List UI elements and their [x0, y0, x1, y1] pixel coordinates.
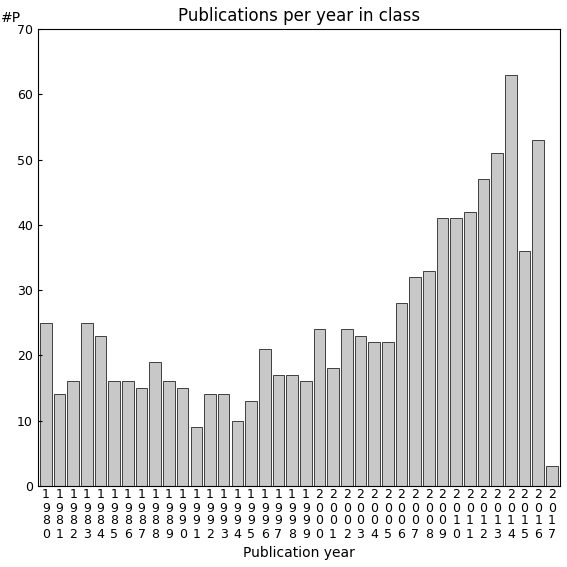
- Bar: [54, 395, 65, 486]
- Bar: [122, 382, 134, 486]
- Bar: [505, 75, 517, 486]
- X-axis label: Publication year: Publication year: [243, 546, 355, 560]
- Bar: [81, 323, 93, 486]
- Bar: [327, 369, 339, 486]
- Bar: [259, 349, 270, 486]
- Bar: [204, 395, 216, 486]
- Bar: [67, 382, 79, 486]
- Bar: [286, 375, 298, 486]
- Bar: [300, 382, 311, 486]
- Bar: [314, 329, 325, 486]
- Bar: [150, 362, 161, 486]
- Bar: [354, 336, 366, 486]
- Bar: [95, 336, 107, 486]
- Bar: [492, 153, 503, 486]
- Bar: [423, 270, 434, 486]
- Bar: [396, 303, 407, 486]
- Bar: [177, 388, 188, 486]
- Bar: [108, 382, 120, 486]
- Bar: [191, 427, 202, 486]
- Bar: [245, 401, 257, 486]
- Bar: [341, 329, 353, 486]
- Text: #P: #P: [1, 11, 22, 25]
- Bar: [477, 179, 489, 486]
- Title: Publications per year in class: Publications per year in class: [178, 7, 420, 25]
- Bar: [546, 466, 558, 486]
- Bar: [369, 342, 380, 486]
- Bar: [136, 388, 147, 486]
- Bar: [532, 140, 544, 486]
- Bar: [163, 382, 175, 486]
- Bar: [382, 342, 393, 486]
- Bar: [409, 277, 421, 486]
- Bar: [519, 251, 530, 486]
- Bar: [464, 212, 476, 486]
- Bar: [40, 323, 52, 486]
- Bar: [218, 395, 230, 486]
- Bar: [231, 421, 243, 486]
- Bar: [273, 375, 284, 486]
- Bar: [450, 218, 462, 486]
- Bar: [437, 218, 448, 486]
